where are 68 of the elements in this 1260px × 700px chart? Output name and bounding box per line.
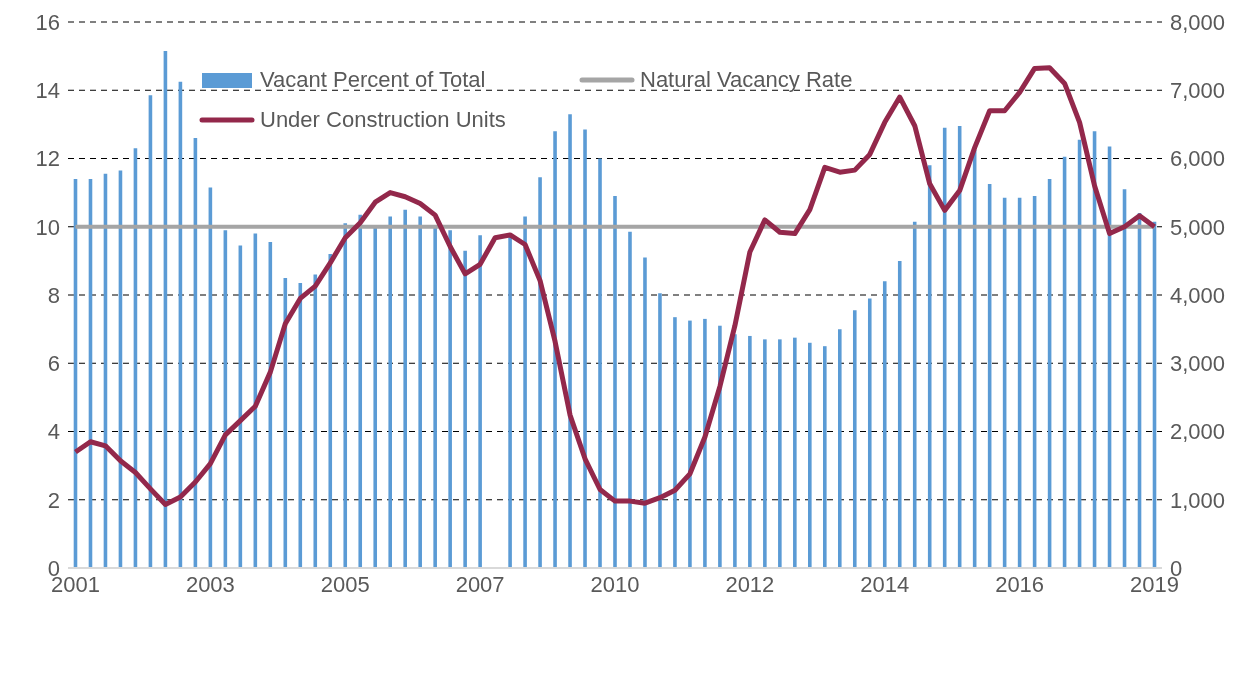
bar [748, 335, 752, 568]
y-tick-label: 14 [35, 78, 60, 104]
bar [418, 216, 422, 568]
bar [688, 320, 692, 568]
bar [733, 334, 737, 568]
bar [793, 337, 797, 568]
bar [538, 177, 542, 568]
bar [703, 318, 707, 568]
bar [568, 114, 572, 568]
y-tick-label: 8 [47, 282, 60, 308]
y-tick-label: 16 [35, 9, 60, 35]
bar [778, 339, 782, 568]
y-tick-label: 4 [47, 419, 60, 445]
bar [583, 129, 587, 568]
bar [897, 260, 902, 568]
bar [328, 254, 333, 568]
bar [808, 342, 812, 568]
y-tick-label: 2 [47, 487, 60, 513]
bar [373, 226, 378, 568]
bar [912, 221, 917, 568]
y2-tick-label: 7,000 [1170, 78, 1226, 104]
y-tick-label: 10 [35, 214, 60, 240]
bar [823, 346, 827, 568]
bar [613, 196, 617, 568]
bar [343, 223, 348, 568]
bar [433, 226, 437, 568]
bar [628, 231, 632, 568]
bar [508, 236, 512, 568]
x-tick-label: 2012 [725, 571, 775, 597]
legend-label: Under Construction Units [260, 107, 506, 133]
bar [643, 257, 647, 568]
x-tick-label: 2007 [455, 571, 505, 597]
y2-tick-label: 3,000 [1170, 351, 1226, 377]
bar [313, 274, 318, 568]
bar [463, 250, 467, 568]
bar [882, 281, 887, 568]
y2-tick-label: 5,000 [1170, 214, 1226, 240]
y2-tick-label: 1,000 [1170, 487, 1226, 513]
bar [388, 216, 392, 568]
y2-tick-label: 8,000 [1170, 9, 1226, 35]
legend-label: Vacant Percent of Total [260, 67, 486, 93]
bar [523, 216, 527, 568]
bar [358, 214, 363, 568]
bar [298, 283, 303, 568]
y2-tick-label: 2,000 [1170, 419, 1226, 445]
bar [838, 329, 842, 568]
y-tick-label: 12 [35, 146, 60, 172]
y-tick-label: 6 [47, 351, 60, 377]
bar [927, 165, 932, 568]
x-tick-label: 2016 [995, 571, 1045, 597]
bar [448, 230, 452, 568]
y2-tick-label: 6,000 [1170, 146, 1226, 172]
bar [478, 235, 482, 568]
x-tick-label: 2014 [860, 571, 910, 597]
bar [658, 293, 662, 568]
x-tick-label: 2003 [185, 571, 235, 597]
bar [718, 325, 722, 568]
bar [867, 298, 872, 568]
bar [598, 158, 602, 568]
x-tick-label: 2005 [320, 571, 370, 597]
bar [403, 209, 407, 568]
x-tick-label: 2010 [590, 571, 640, 597]
legend-label: Natural Vacancy Rate [640, 67, 853, 93]
bar [852, 310, 857, 568]
bar [673, 317, 677, 568]
bar [553, 131, 557, 568]
bar [763, 339, 767, 568]
y2-tick-label: 4,000 [1170, 282, 1226, 308]
